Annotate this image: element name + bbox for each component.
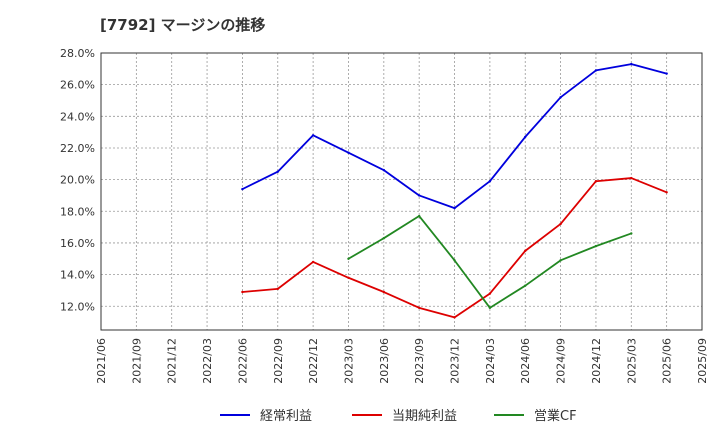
legend: 経常利益 当期純利益 営業CF <box>220 408 577 424</box>
data-point <box>382 290 386 294</box>
data-point <box>488 180 492 183</box>
data-point <box>241 187 244 191</box>
data-point <box>630 62 633 66</box>
chart-title: [7792] マージンの推移 <box>100 16 266 34</box>
y-tick-label: 22.0% <box>60 142 95 155</box>
data-point <box>488 292 492 295</box>
y-tick-label: 28.0% <box>60 47 95 60</box>
data-point <box>665 191 668 194</box>
data-point <box>559 222 562 226</box>
data-point <box>347 151 350 154</box>
x-tick-label: 2022/03 <box>201 338 214 384</box>
y-tick-label: 12.0% <box>60 300 95 313</box>
data-point <box>276 287 279 291</box>
data-point <box>488 306 492 310</box>
x-tick-label: 2024/06 <box>519 338 532 384</box>
data-point <box>594 69 598 72</box>
x-tick-label: 2022/09 <box>272 338 285 384</box>
data-point <box>559 259 562 262</box>
x-tick-label: 2023/03 <box>342 338 355 384</box>
x-tick-label: 2023/12 <box>449 338 462 384</box>
data-point <box>559 96 562 99</box>
x-tick-label: 2021/06 <box>95 338 108 384</box>
y-axis-ticks: 12.0% 14.0% 16.0% 18.0% 20.0% 22.0% 24.0% 26.0%… <box>60 47 95 313</box>
plot-border <box>100 52 703 331</box>
data-point <box>276 170 279 173</box>
x-axis-ticks: 2021/06 2021/09 2021/12 2022/03 2022/06 2022/… <box>95 338 709 384</box>
x-tick-label: 2021/12 <box>166 338 179 384</box>
y-tick-label: 18.0% <box>60 205 95 218</box>
series-lines <box>241 62 668 319</box>
y-tick-label: 14.0% <box>60 269 95 282</box>
x-tick-label: 2025/06 <box>661 338 674 384</box>
x-tick-label: 2021/09 <box>130 338 143 384</box>
data-point <box>630 176 633 180</box>
x-tick-label: 2023/06 <box>378 338 391 384</box>
data-point <box>594 244 598 248</box>
x-tick-label: 2024/03 <box>484 338 497 384</box>
legend-label: 当期純利益 <box>392 409 457 424</box>
data-point <box>347 276 350 279</box>
data-point <box>665 72 668 75</box>
data-point <box>382 236 386 240</box>
x-tick-label: 2024/09 <box>555 338 568 384</box>
data-point <box>524 284 527 287</box>
data-point <box>311 134 315 137</box>
data-point <box>453 316 456 319</box>
legend-label: 営業CF <box>534 408 577 424</box>
x-tick-label: 2022/12 <box>307 338 320 384</box>
data-point <box>241 290 244 294</box>
x-tick-label: 2022/06 <box>236 338 249 384</box>
x-tick-label: 2023/09 <box>413 338 426 384</box>
y-tick-label: 24.0% <box>60 110 95 123</box>
legend-label: 経常利益 <box>260 409 312 424</box>
data-point <box>453 259 456 262</box>
data-point <box>417 306 421 310</box>
data-point <box>453 206 456 210</box>
data-point <box>630 232 633 235</box>
x-tick-label: 2025/09 <box>696 338 709 384</box>
data-point <box>524 249 527 253</box>
data-point <box>524 135 527 139</box>
x-tick-label: 2024/12 <box>590 338 603 384</box>
data-point <box>382 168 386 172</box>
x-tick-label: 2025/03 <box>625 338 638 384</box>
y-tick-label: 26.0% <box>60 79 95 92</box>
data-point <box>417 214 421 218</box>
data-point <box>594 180 598 183</box>
data-point <box>417 194 421 197</box>
y-tick-label: 16.0% <box>60 237 95 250</box>
plot-area <box>101 53 702 330</box>
y-tick-label: 20.0% <box>60 174 95 187</box>
data-point <box>347 257 350 260</box>
data-point <box>311 260 315 264</box>
